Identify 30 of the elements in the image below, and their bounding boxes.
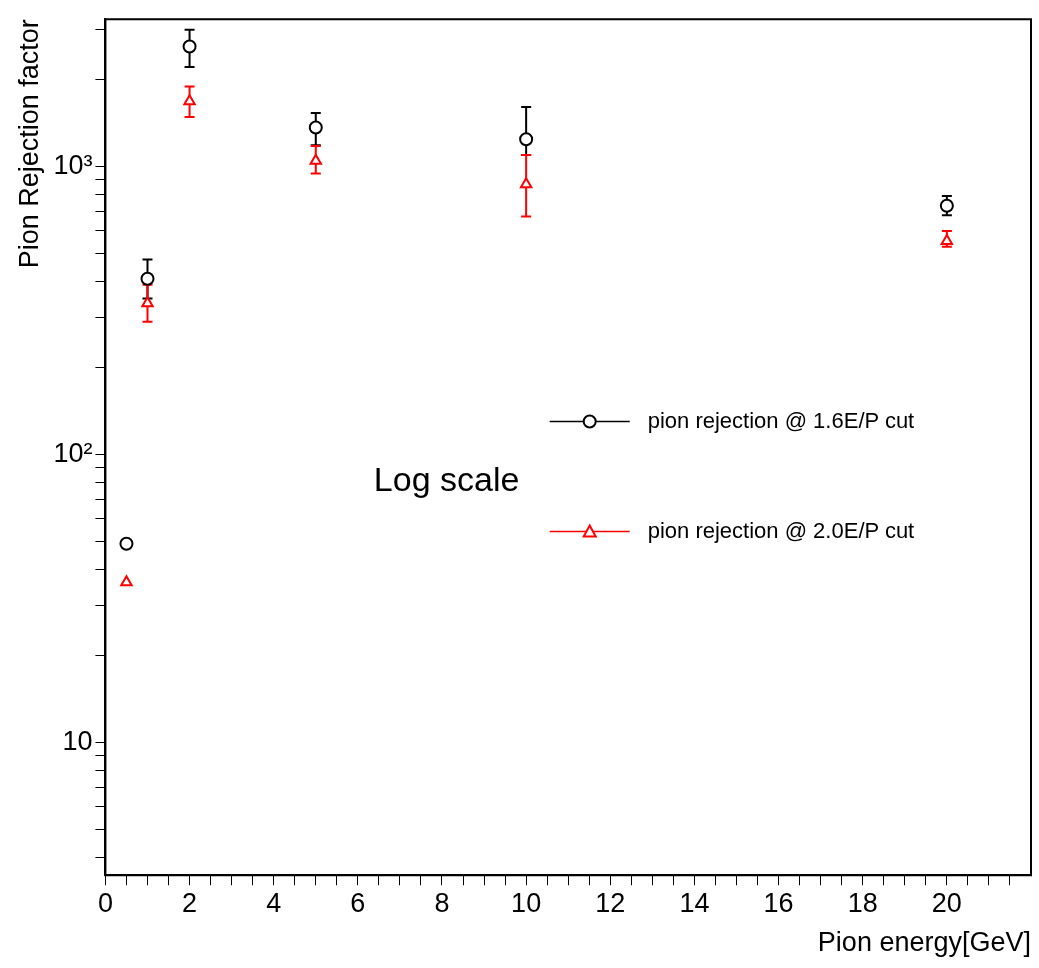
y-tick-label: 10² — [53, 437, 93, 468]
x-tick-label: 14 — [679, 887, 710, 918]
x-axis-title: Pion energy[GeV] — [817, 927, 1031, 958]
x-tick-label: 2 — [182, 887, 198, 918]
point — [141, 296, 154, 308]
x-tick-label: 18 — [847, 887, 878, 918]
point — [120, 575, 133, 587]
annotation: Log scale — [373, 459, 520, 498]
x-tick-label: 12 — [595, 887, 626, 918]
point — [119, 536, 134, 551]
x-tick-label: 10 — [511, 887, 542, 918]
point — [309, 153, 322, 165]
x-tick-label: 0 — [97, 887, 113, 918]
legend-label: pion rejection @ 1.6E/P cut — [647, 407, 915, 433]
x-tick-label: 20 — [931, 887, 962, 918]
x-tick-label: 4 — [266, 887, 282, 918]
x-tick-label: 8 — [434, 887, 450, 918]
point — [183, 94, 196, 106]
point — [519, 132, 534, 147]
x-tick-label: 6 — [350, 887, 366, 918]
point — [182, 39, 197, 54]
y-axis-title: Pion Rejection factor — [13, 19, 44, 269]
point — [308, 120, 323, 135]
legend-label: pion rejection @ 2.0E/P cut — [647, 517, 915, 543]
x-tick-label: 16 — [763, 887, 794, 918]
y-tick-label: 10³ — [53, 150, 93, 181]
point — [939, 198, 954, 213]
point — [140, 271, 155, 286]
y-tick-label: 10 — [62, 725, 93, 756]
point — [519, 177, 533, 189]
